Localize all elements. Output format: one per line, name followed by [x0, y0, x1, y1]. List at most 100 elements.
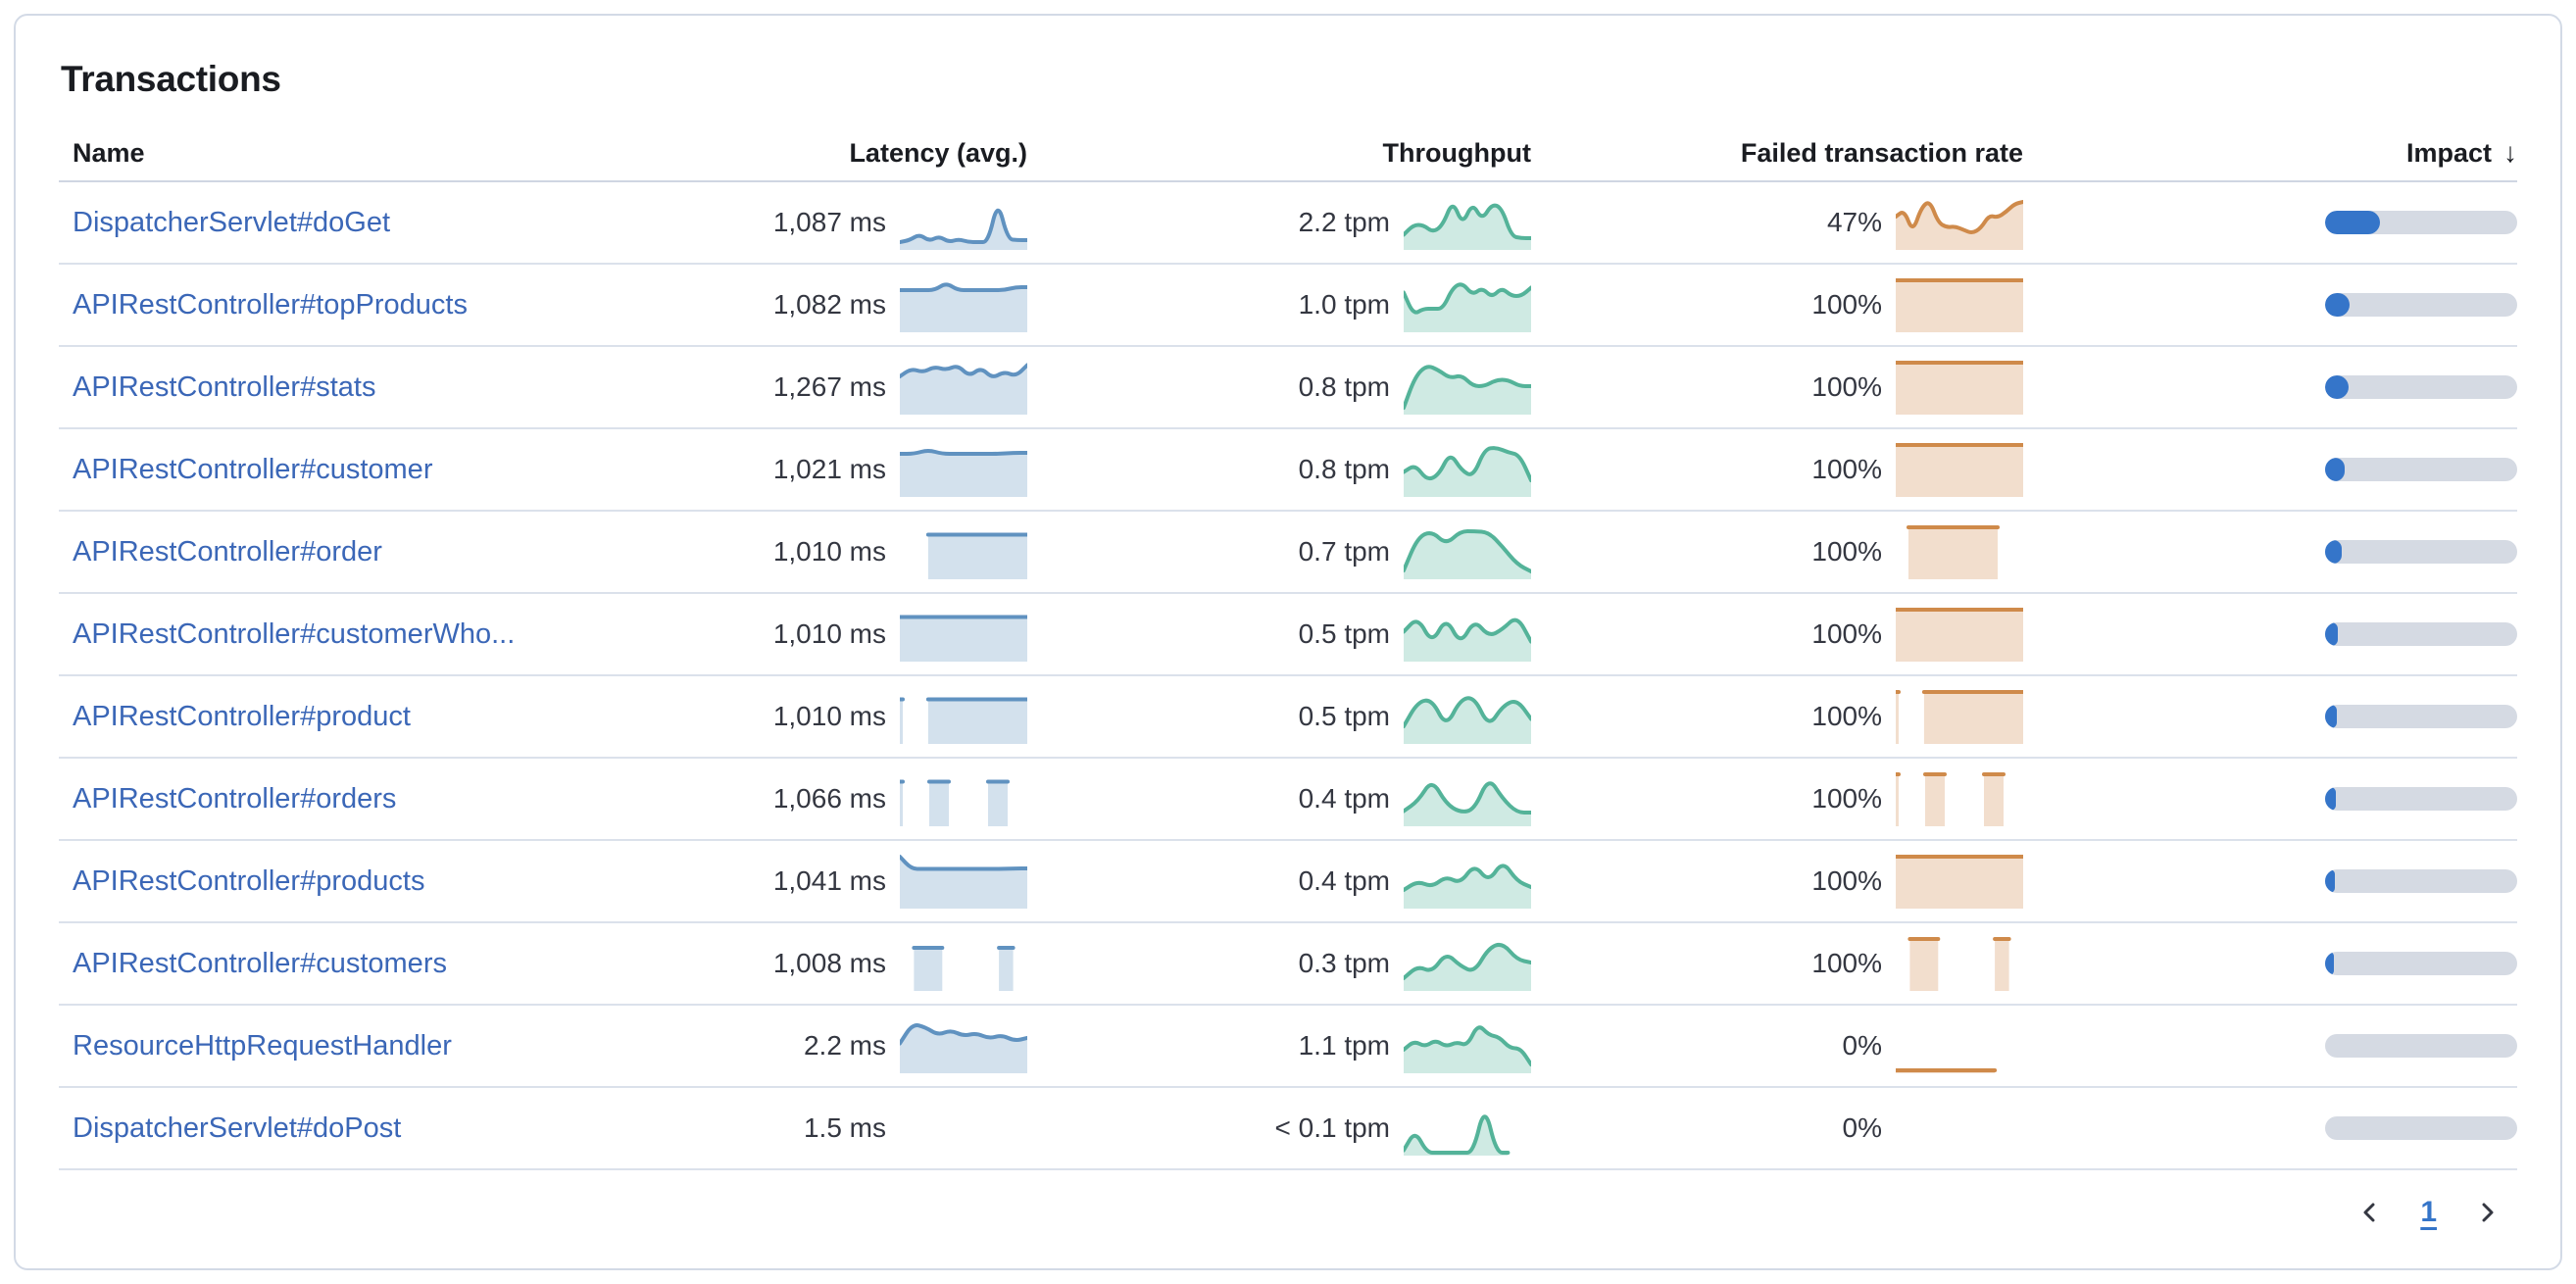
throughput-cell: 0.8 tpm	[1027, 442, 1531, 497]
latency-value: 1,021 ms	[772, 454, 886, 484]
name-cell: APIRestController#customerWho...	[59, 618, 667, 651]
latency-sparkline	[900, 615, 1027, 662]
column-header-impact[interactable]: Impact ↓	[2023, 137, 2517, 169]
impact-cell	[2023, 1034, 2517, 1058]
table-row: ResourceHttpRequestHandler 2.2 ms 1.1 tp…	[59, 1006, 2517, 1088]
column-header-latency[interactable]: Latency (avg.)	[849, 137, 1027, 168]
transactions-panel: Transactions Name Latency (avg.) Through…	[14, 14, 2562, 1270]
transaction-link[interactable]: ResourceHttpRequestHandler	[73, 1029, 452, 1062]
impact-bar	[2325, 293, 2517, 317]
page-number-1[interactable]: 1	[2420, 1196, 2437, 1228]
name-cell: ResourceHttpRequestHandler	[59, 1030, 667, 1062]
table-row: APIRestController#customerWho... 1,010 m…	[59, 594, 2517, 676]
failed-rate-value: 0%	[1842, 1112, 1882, 1143]
impact-bar	[2325, 1034, 2517, 1058]
column-header-failed-rate[interactable]: Failed transaction rate	[1740, 137, 2023, 168]
impact-bar-fill	[2325, 211, 2380, 234]
latency-sparkline	[900, 449, 1027, 497]
transaction-link[interactable]: DispatcherServlet#doGet	[73, 206, 390, 238]
name-cell: APIRestController#customers	[59, 948, 667, 980]
failed-rate-value: 100%	[1811, 371, 1882, 402]
failed-rate-cell: 100%	[1531, 277, 2023, 332]
failed-rate-sparkline	[1896, 855, 2023, 909]
next-page-button[interactable]	[2470, 1196, 2503, 1229]
failed-rate-value: 47%	[1826, 207, 1882, 237]
impact-bar	[2325, 705, 2517, 728]
failed-rate-cell: 100%	[1531, 854, 2023, 909]
previous-page-button[interactable]	[2353, 1196, 2387, 1229]
pagination: 1	[59, 1196, 2517, 1229]
failed-rate-sparkline	[1896, 361, 2023, 415]
transaction-link[interactable]: DispatcherServlet#doPost	[73, 1111, 402, 1144]
throughput-value: 0.7 tpm	[1298, 536, 1390, 567]
impact-bar-fill	[2325, 540, 2342, 564]
throughput-value: < 0.1 tpm	[1274, 1112, 1390, 1143]
latency-sparkline	[900, 779, 1010, 826]
impact-cell	[2023, 293, 2517, 317]
table-row: DispatcherServlet#doPost 1.5 ms < 0.1 tp…	[59, 1088, 2517, 1170]
throughput-value: 0.4 tpm	[1298, 865, 1390, 896]
transaction-link[interactable]: APIRestController#order	[73, 535, 382, 568]
failed-rate-value: 100%	[1811, 701, 1882, 731]
latency-sparkline	[900, 1101, 1027, 1156]
failed-rate-sparkline	[1896, 200, 2023, 250]
latency-value: 1,041 ms	[772, 865, 886, 896]
latency-sparkline	[925, 532, 1027, 579]
failed-rate-sparkline	[1896, 608, 2023, 662]
impact-bar-fill	[2325, 293, 2350, 317]
impact-bar-fill	[2325, 869, 2335, 893]
transaction-link[interactable]: APIRestController#product	[73, 700, 411, 732]
name-cell: APIRestController#stats	[59, 371, 667, 404]
latency-value: 1,010 ms	[772, 536, 886, 567]
transaction-link[interactable]: APIRestController#topProducts	[73, 288, 468, 321]
name-cell: APIRestController#products	[59, 865, 667, 898]
latency-value: 1,010 ms	[772, 618, 886, 649]
failed-rate-sparkline	[1896, 278, 2023, 332]
impact-bar-fill	[2325, 787, 2336, 811]
name-cell: DispatcherServlet#doGet	[59, 207, 667, 239]
impact-bar	[2325, 622, 2517, 646]
impact-bar-fill	[2325, 458, 2345, 481]
column-header-throughput[interactable]: Throughput	[1382, 137, 1531, 168]
impact-bar	[2325, 869, 2517, 893]
failed-rate-value: 100%	[1811, 454, 1882, 484]
latency-cell: 1,082 ms	[667, 277, 1027, 332]
throughput-sparkline	[1404, 1114, 1511, 1156]
throughput-value: 1.0 tpm	[1298, 289, 1390, 320]
transaction-link[interactable]: APIRestController#customer	[73, 453, 433, 485]
transaction-link[interactable]: APIRestController#orders	[73, 782, 397, 815]
column-header-name[interactable]: Name	[73, 137, 145, 168]
failed-rate-cell: 100%	[1531, 936, 2023, 991]
latency-cell: 1,066 ms	[667, 771, 1027, 826]
transaction-link[interactable]: APIRestController#stats	[73, 370, 376, 403]
failed-rate-cell: 0%	[1531, 1018, 2023, 1073]
latency-sparkline	[900, 855, 1027, 909]
latency-cell: 1,010 ms	[667, 689, 1027, 744]
impact-cell	[2023, 952, 2517, 975]
impact-bar-fill	[2325, 952, 2334, 975]
throughput-sparkline	[1404, 864, 1531, 909]
transaction-link[interactable]: APIRestController#products	[73, 864, 425, 897]
impact-bar-fill	[2325, 622, 2338, 646]
impact-cell	[2023, 211, 2517, 234]
throughput-sparkline	[1404, 203, 1531, 250]
latency-cell: 1,010 ms	[667, 524, 1027, 579]
failed-rate-value: 100%	[1811, 783, 1882, 814]
impact-bar	[2325, 211, 2517, 234]
transaction-link[interactable]: APIRestController#customerWho...	[73, 617, 516, 650]
latency-value: 1,267 ms	[772, 371, 886, 402]
latency-cell: 1,041 ms	[667, 854, 1027, 909]
latency-value: 1,010 ms	[772, 701, 886, 731]
failed-rate-sparkline	[1896, 443, 2023, 497]
impact-cell	[2023, 458, 2517, 481]
throughput-value: 0.8 tpm	[1298, 454, 1390, 484]
table-row: APIRestController#customers 1,008 ms 0.3…	[59, 923, 2517, 1006]
throughput-value: 0.5 tpm	[1298, 701, 1390, 731]
latency-value: 1,008 ms	[772, 948, 886, 978]
impact-cell	[2023, 375, 2517, 399]
name-cell: APIRestController#customer	[59, 454, 667, 486]
transaction-link[interactable]: APIRestController#customers	[73, 947, 447, 979]
throughput-sparkline	[1404, 781, 1531, 826]
throughput-sparkline	[1404, 446, 1531, 497]
failed-rate-cell: 100%	[1531, 771, 2023, 826]
